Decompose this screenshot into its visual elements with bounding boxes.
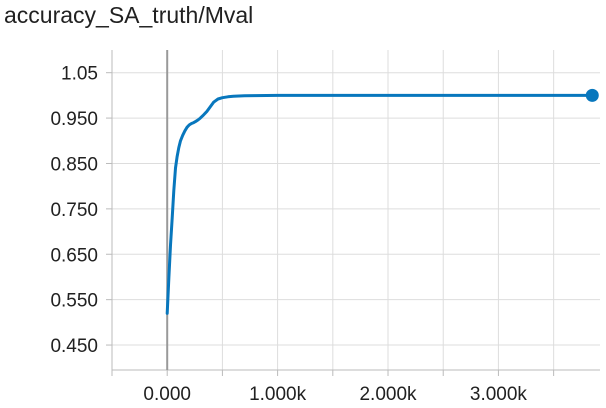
axes bbox=[106, 50, 600, 376]
x-tick-label: 1.000k bbox=[249, 384, 307, 405]
y-tick-label: 1.05 bbox=[61, 64, 98, 85]
series-line bbox=[165, 93, 594, 315]
y-tick-label: 0.750 bbox=[50, 200, 98, 221]
x-tick-label: 0.000 bbox=[143, 384, 191, 405]
y-tick-label: 0.850 bbox=[50, 154, 98, 175]
tick-labels: 0.450 0.550 0.650 0.750 0.850 0.950 1.05 0.000 1… bbox=[50, 64, 527, 405]
series-layer bbox=[165, 88, 599, 315]
x-tick-label: 2.000k bbox=[359, 384, 417, 405]
y-tick-label: 0.550 bbox=[50, 291, 98, 312]
y-tick-label: 0.950 bbox=[50, 109, 98, 130]
y-tick-label: 0.650 bbox=[50, 245, 98, 266]
chart-title: accuracy_SA_truth/Mval bbox=[4, 2, 254, 28]
grid-lines bbox=[111, 50, 600, 370]
y-tick-label: 0.450 bbox=[50, 336, 98, 357]
last-point-marker[interactable] bbox=[585, 88, 599, 102]
x-tick-label: 3.000k bbox=[470, 384, 528, 405]
